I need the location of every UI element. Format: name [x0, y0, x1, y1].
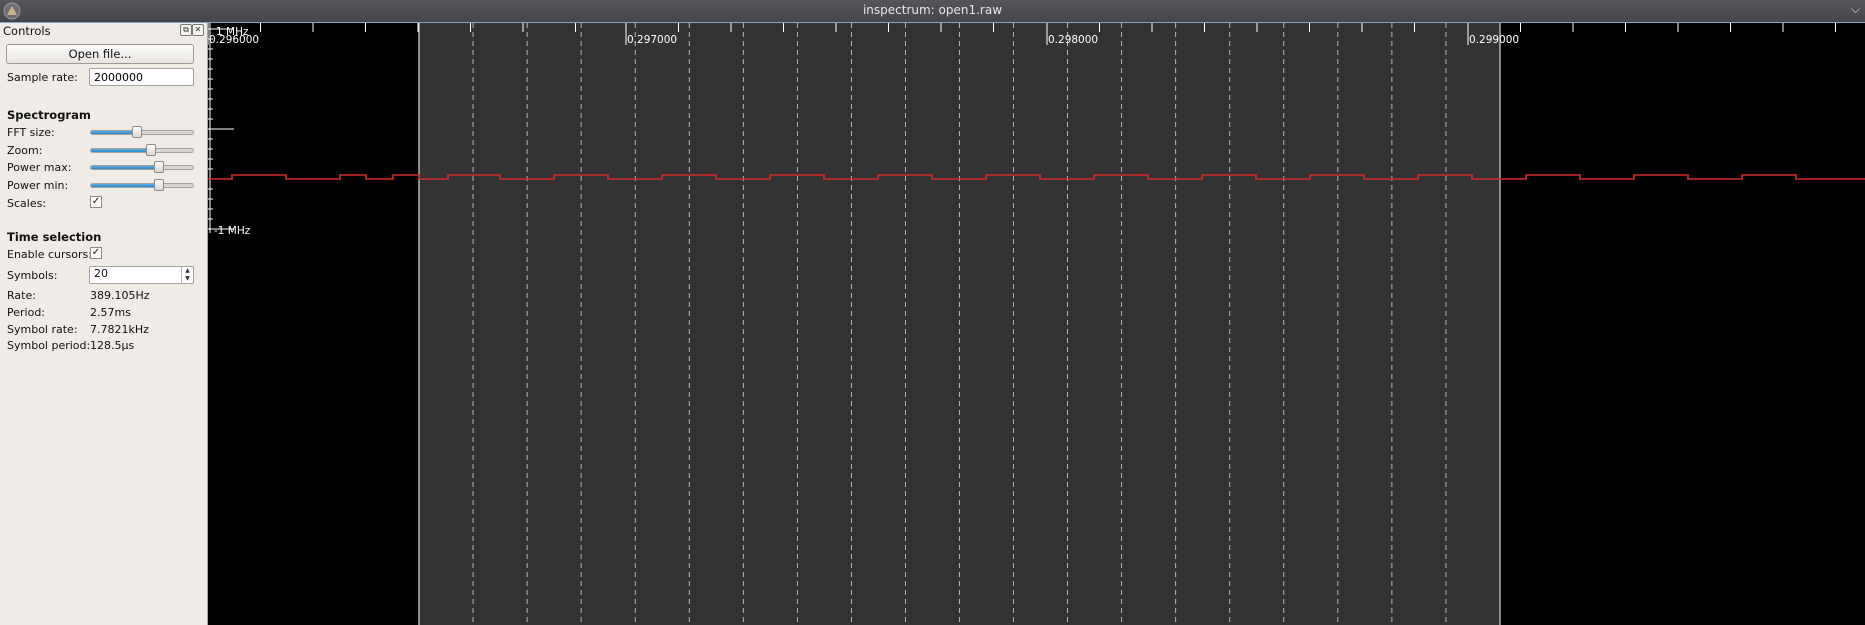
symbols-value: 20 [94, 267, 108, 280]
enable-cursors-label: Enable cursors: [7, 248, 92, 261]
time-tick-label: 0.298000 [1048, 34, 1098, 46]
rate-value: 389.105Hz [90, 289, 150, 302]
time-axis: 0.296000 0.297000 0.298000 0.299000 [208, 23, 1836, 46]
spin-arrows-icon[interactable]: ▲ ▼ [181, 267, 193, 283]
enable-cursors-checkbox[interactable]: ✓ [90, 247, 102, 259]
symbol-rate-value: 7.7821kHz [90, 323, 149, 336]
symbol-cursor-lines[interactable] [418, 23, 1501, 625]
app-icon [3, 2, 21, 20]
controls-title: Controls [3, 24, 51, 38]
time-tick-label: 0.296000 [209, 34, 259, 46]
fft-size-label: FFT size: [7, 126, 55, 139]
spectrogram-heading: Spectrogram [7, 108, 91, 122]
symbols-label: Symbols: [7, 269, 58, 282]
spectrogram-plot[interactable]: 1 MHz -1 MHz 0.296000 0.297000 0.298000 0.2… [208, 23, 1865, 625]
freq-top-label: 1 MHz [216, 26, 249, 38]
freq-bottom-label: -1 MHz [214, 225, 251, 237]
title-bar: inspectrum: open1.raw ⌵ [0, 0, 1865, 23]
power-min-label: Power min: [7, 179, 69, 192]
zoom-label: Zoom: [7, 144, 43, 157]
scales-checkbox[interactable]: ✓ [90, 196, 102, 208]
fft-size-slider[interactable] [90, 126, 194, 138]
power-min-slider-handle[interactable] [154, 179, 165, 191]
symbol-period-value: 128.5µs [90, 339, 135, 352]
close-icon[interactable]: ✕ [192, 24, 204, 36]
open-file-button[interactable]: Open file... [6, 44, 194, 64]
zoom-slider[interactable] [90, 144, 194, 156]
power-max-label: Power max: [7, 161, 72, 174]
period-value: 2.57ms [90, 306, 131, 319]
power-min-slider[interactable] [90, 179, 194, 191]
time-selection-heading: Time selection [7, 230, 102, 244]
time-tick-label: 0.299000 [1469, 34, 1519, 46]
symbol-period-label: Symbol period: [7, 339, 91, 352]
zoom-slider-handle[interactable] [146, 144, 157, 156]
window-title: inspectrum: open1.raw [862, 3, 1003, 17]
rate-label: Rate: [7, 289, 36, 302]
symbol-rate-label: Symbol rate: [7, 323, 78, 336]
symbols-spinbox[interactable]: 20 ▲ ▼ [89, 266, 194, 284]
time-tick-label: 0.297000 [627, 34, 677, 46]
sample-rate-input[interactable] [89, 68, 194, 86]
signal-trace [208, 174, 1865, 180]
frequency-axis [208, 23, 234, 233]
sample-rate-label: Sample rate: [7, 71, 78, 84]
scales-label: Scales: [7, 197, 47, 210]
fft-size-slider-handle[interactable] [131, 126, 142, 138]
window-menu-chevron-icon[interactable]: ⌵ [1850, 2, 1860, 16]
controls-panel: Controls ⧉ ✕ Open file... Sample rate: S… [0, 23, 208, 625]
float-icon[interactable]: ⧉ [180, 24, 192, 36]
power-max-slider-handle[interactable] [154, 161, 165, 173]
period-label: Period: [7, 306, 46, 319]
power-max-slider[interactable] [90, 161, 194, 173]
